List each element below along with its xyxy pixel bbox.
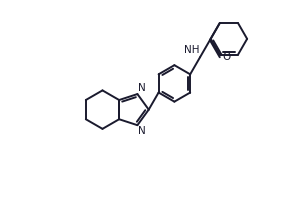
Text: N: N: [138, 83, 146, 93]
Text: O: O: [223, 52, 231, 62]
Text: NH: NH: [184, 45, 199, 55]
Text: N: N: [138, 126, 146, 136]
